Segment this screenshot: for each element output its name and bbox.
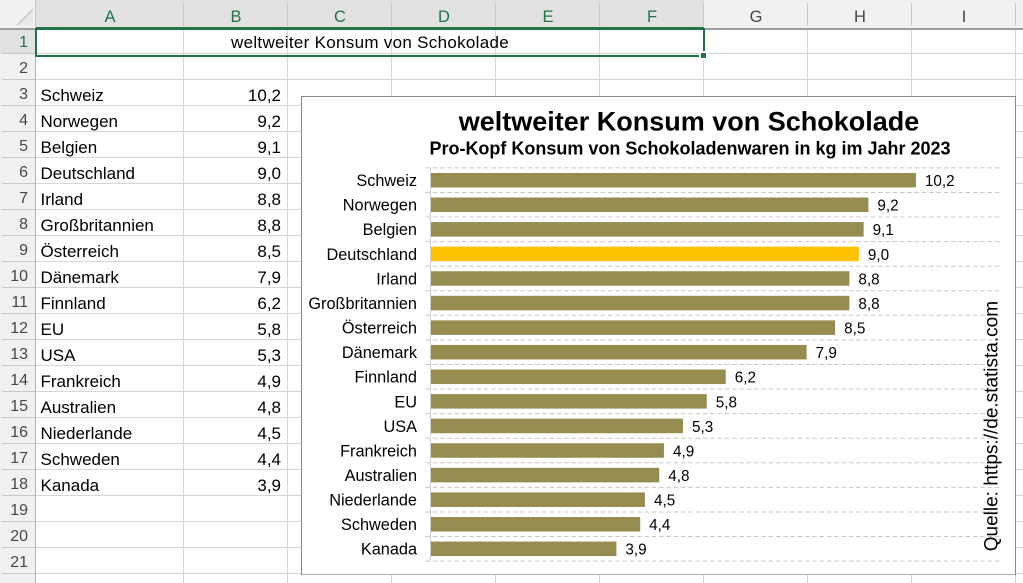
svg-text:Deutschland: Deutschland xyxy=(326,246,417,264)
svg-text:Norwegen: Norwegen xyxy=(343,197,417,215)
svg-text:4,4: 4,4 xyxy=(649,518,671,535)
svg-text:weltweiter Konsum von Schokola: weltweiter Konsum von Schokolade xyxy=(458,107,920,137)
svg-text:Australien: Australien xyxy=(345,467,417,485)
svg-text:8,5: 8,5 xyxy=(844,321,865,338)
svg-text:Frankreich: Frankreich xyxy=(340,443,417,461)
svg-text:4,5: 4,5 xyxy=(654,493,675,510)
svg-text:6,2: 6,2 xyxy=(735,370,756,387)
svg-text:Belgien: Belgien xyxy=(363,222,417,240)
svg-text:4,9: 4,9 xyxy=(673,444,694,461)
svg-text:EU: EU xyxy=(394,394,417,412)
svg-text:7,9: 7,9 xyxy=(816,346,837,363)
svg-text:Finnland: Finnland xyxy=(355,369,417,387)
svg-text:Irland: Irland xyxy=(376,271,417,289)
svg-text:Pro-Kopf Konsum von Schokolade: Pro-Kopf Konsum von Schokoladenwaren in … xyxy=(429,139,950,159)
svg-text:8,8: 8,8 xyxy=(858,296,879,313)
svg-text:Kanada: Kanada xyxy=(361,541,418,559)
svg-text:9,2: 9,2 xyxy=(877,198,898,215)
svg-text:5,8: 5,8 xyxy=(716,395,737,412)
svg-text:USA: USA xyxy=(384,418,418,436)
svg-text:4,8: 4,8 xyxy=(668,468,689,485)
svg-text:Dänemark: Dänemark xyxy=(342,345,418,363)
svg-text:10,2: 10,2 xyxy=(925,173,955,190)
svg-text:Niederlande: Niederlande xyxy=(329,492,417,510)
svg-text:9,1: 9,1 xyxy=(873,223,894,240)
svg-text:8,8: 8,8 xyxy=(858,272,879,289)
svg-text:Schweden: Schweden xyxy=(341,517,417,535)
svg-text:9,0: 9,0 xyxy=(868,247,889,264)
svg-text:5,3: 5,3 xyxy=(692,419,713,436)
svg-text:Österreich: Österreich xyxy=(342,320,417,338)
svg-text:Schweiz: Schweiz xyxy=(356,172,417,190)
svg-text:Großbritannien: Großbritannien xyxy=(308,295,417,313)
svg-text:Quelle: https://de.statista.co: Quelle: https://de.statista.com xyxy=(982,301,1003,551)
svg-text:3,9: 3,9 xyxy=(625,542,646,559)
